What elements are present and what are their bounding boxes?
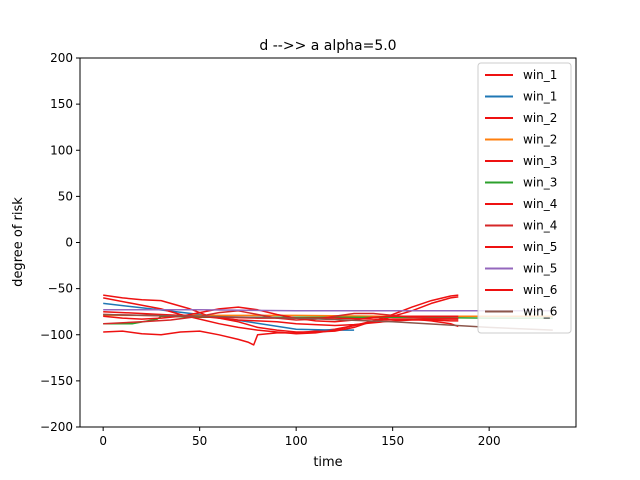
legend-label: win_6 — [523, 305, 557, 319]
legend-label: win_4 — [523, 197, 557, 211]
x-axis-label: time — [313, 455, 342, 470]
x-tick-label: 100 — [285, 434, 308, 448]
legend-label: win_3 — [523, 176, 557, 190]
legend-label: win_1 — [523, 68, 557, 82]
y-tick-label: 0 — [65, 236, 73, 250]
x-tick-label: 200 — [478, 434, 501, 448]
x-axis: 0 50 100 150 200 — [99, 427, 501, 448]
y-tick-label: −100 — [40, 328, 73, 342]
legend-label: win_2 — [523, 133, 557, 147]
y-tick-label: −200 — [40, 420, 73, 434]
series-line-win_1-0 — [103, 296, 459, 346]
legend: win_1 win_1 win_2 win_2 win_3 win_3 win_4 win_4… — [477, 62, 572, 334]
series-line-win_4-6 — [103, 310, 459, 327]
series-line-win_5-8 — [103, 306, 459, 323]
legend-label: win_6 — [523, 283, 557, 297]
chart-title: d -->> a alpha=5.0 — [259, 38, 396, 54]
legend-label: win_3 — [523, 154, 557, 168]
y-axis: −200 −150 −100 −50 0 50 100 150 200 — [40, 51, 80, 434]
y-tick-label: 50 — [58, 189, 73, 203]
x-tick-label: 50 — [192, 434, 207, 448]
y-tick-label: 200 — [50, 51, 73, 65]
legend-label: win_4 — [523, 219, 557, 233]
series-line-win_2-2 — [103, 294, 459, 333]
legend-box — [477, 62, 572, 334]
legend-label: win_5 — [523, 240, 557, 254]
legend-label: win_2 — [523, 111, 557, 125]
y-tick-label: −50 — [48, 282, 73, 296]
y-tick-label: −150 — [40, 374, 73, 388]
y-tick-label: 150 — [50, 97, 73, 111]
y-tick-label: 100 — [50, 143, 73, 157]
y-axis-label: degree of risk — [11, 197, 26, 287]
legend-label: win_5 — [523, 262, 557, 276]
legend-label: win_1 — [523, 90, 557, 104]
x-tick-label: 150 — [381, 434, 404, 448]
x-tick-label: 0 — [99, 434, 107, 448]
